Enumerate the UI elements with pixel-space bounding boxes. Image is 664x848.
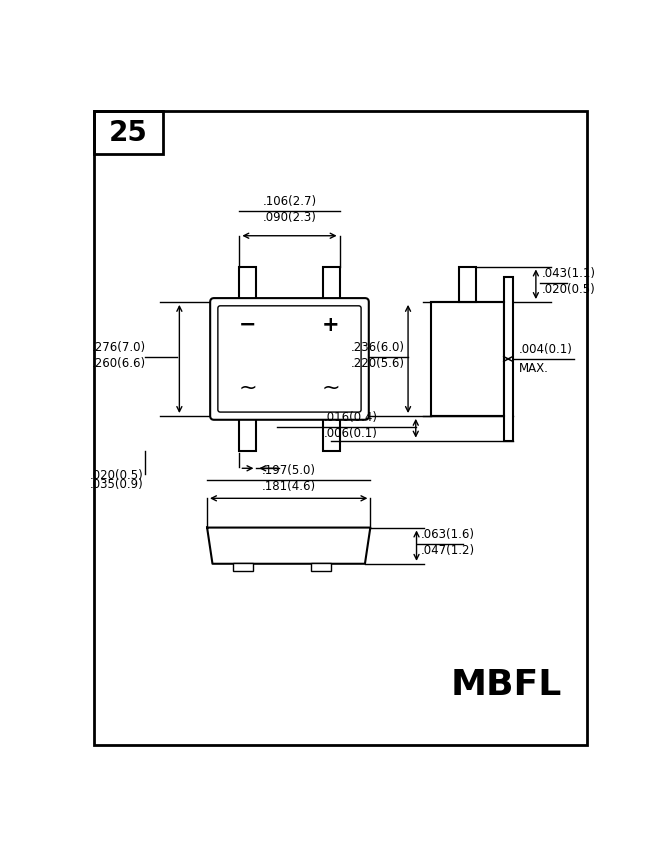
Bar [503, 277, 513, 441]
Text: .016(0.4): .016(0.4) [323, 410, 377, 424]
Bar [240, 266, 256, 302]
FancyBboxPatch shape [210, 298, 369, 420]
Bar [232, 563, 252, 572]
Text: .020(0.5): .020(0.5) [90, 469, 143, 482]
Text: .035(0.9): .035(0.9) [90, 477, 143, 490]
Text: .220(5.6): .220(5.6) [351, 357, 405, 371]
Text: MBFL: MBFL [451, 668, 562, 702]
Text: .236(6.0): .236(6.0) [351, 341, 405, 354]
Text: ~: ~ [322, 378, 341, 399]
Text: ~: ~ [238, 378, 257, 399]
Text: .106(2.7): .106(2.7) [262, 195, 317, 208]
Text: .047(1.2): .047(1.2) [420, 544, 475, 557]
Text: .260(6.6): .260(6.6) [92, 357, 146, 371]
Text: .090(2.3): .090(2.3) [262, 211, 317, 224]
Bar [431, 302, 503, 416]
Bar [323, 416, 339, 451]
Text: MAX.: MAX. [519, 362, 549, 375]
Bar [94, 111, 163, 154]
Text: .020(0.5): .020(0.5) [542, 282, 596, 296]
Bar [323, 266, 339, 302]
Text: .276(7.0): .276(7.0) [92, 341, 146, 354]
Bar [459, 266, 476, 302]
Bar [240, 416, 256, 451]
Text: 25: 25 [109, 119, 148, 147]
Text: .197(5.0): .197(5.0) [262, 464, 315, 477]
Text: +: + [322, 315, 340, 335]
Bar [311, 563, 331, 572]
Text: .004(0.1): .004(0.1) [519, 343, 573, 356]
Text: .043(1.1): .043(1.1) [542, 266, 596, 280]
Text: −: − [239, 315, 257, 335]
Text: .063(1.6): .063(1.6) [420, 528, 474, 541]
Text: .181(4.6): .181(4.6) [262, 480, 316, 493]
Text: .006(0.1): .006(0.1) [323, 427, 377, 440]
